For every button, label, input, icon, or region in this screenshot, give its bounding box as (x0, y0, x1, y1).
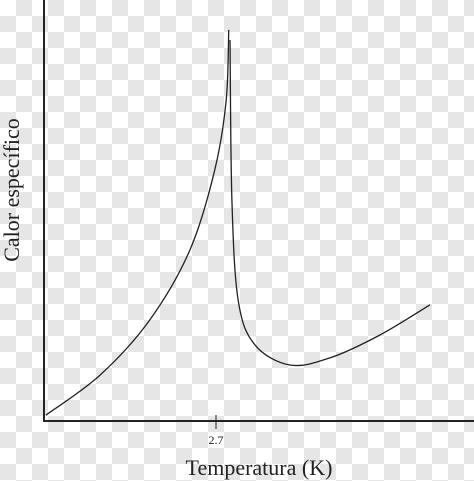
x-tick-label: 2.7 (209, 433, 224, 447)
x-axis-label: Temperatura (K) (186, 455, 333, 480)
curve (45, 29, 431, 416)
y-axis-label: Calor específico (0, 118, 24, 262)
